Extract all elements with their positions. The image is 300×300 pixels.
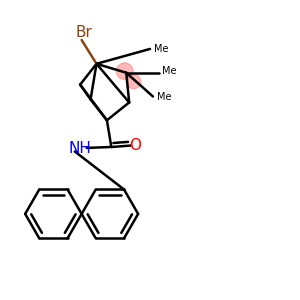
Circle shape xyxy=(127,74,141,89)
Text: Me: Me xyxy=(163,66,177,76)
Circle shape xyxy=(116,63,133,80)
Text: O: O xyxy=(129,138,141,153)
Text: Me: Me xyxy=(154,44,168,54)
Text: Me: Me xyxy=(157,92,171,101)
Text: NH: NH xyxy=(69,141,92,156)
Text: Br: Br xyxy=(76,25,92,40)
